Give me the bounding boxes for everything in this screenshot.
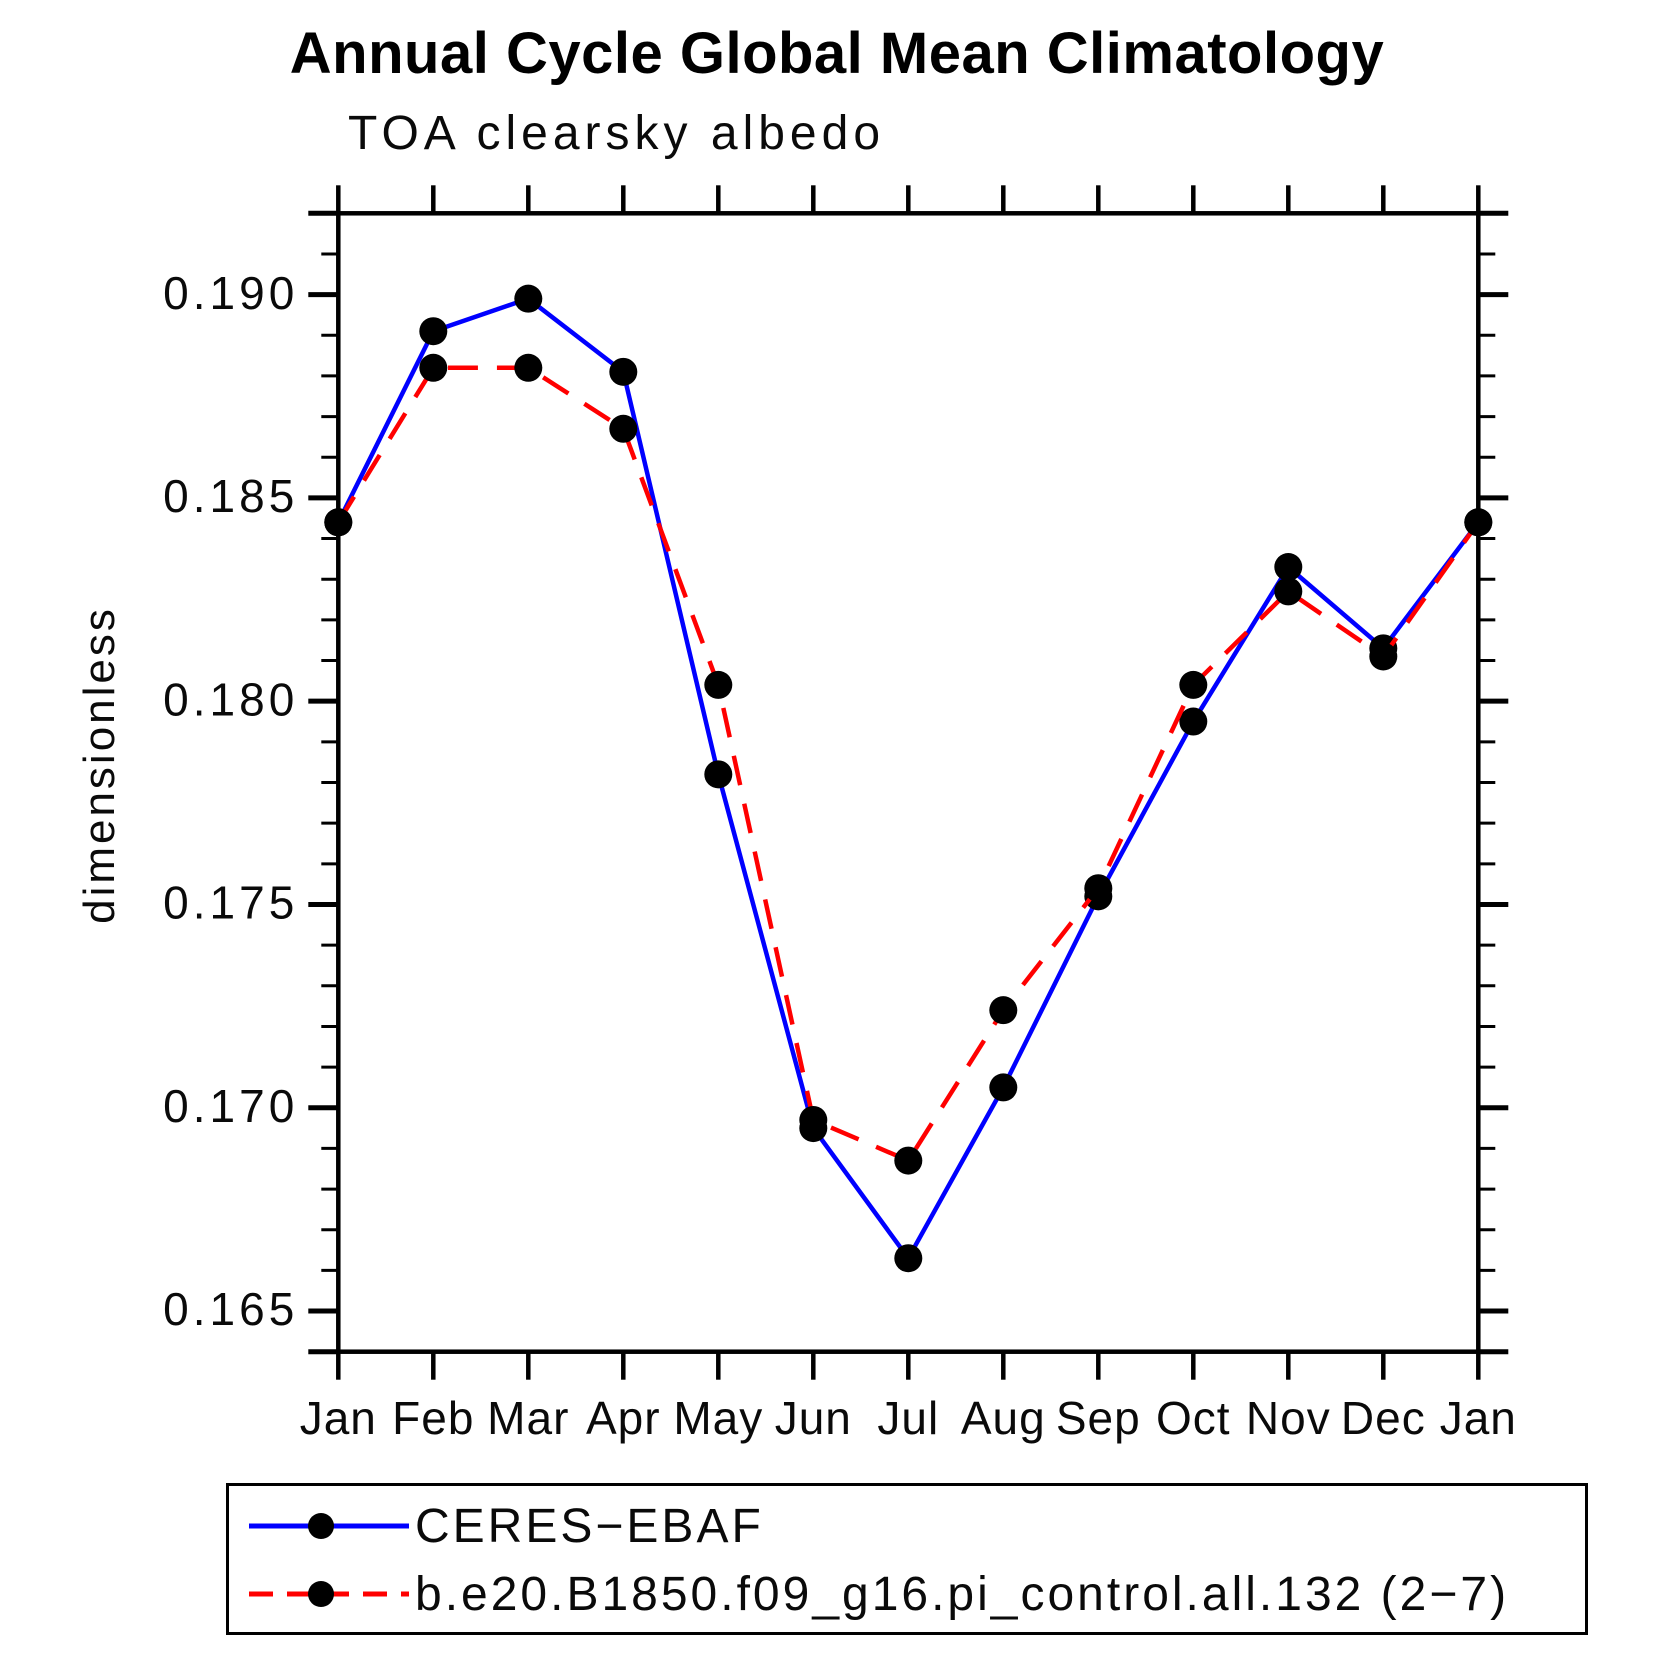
- month-label: Apr: [586, 1392, 661, 1444]
- data-point-1-Feb: [419, 353, 448, 382]
- y-tick-label: 0.165: [163, 1283, 298, 1335]
- month-label: Dec: [1341, 1392, 1426, 1444]
- data-point-0-Feb: [419, 317, 448, 346]
- chart-subtitle: TOA clearsky albedo: [348, 107, 886, 160]
- data-point-1-Jan: [1464, 508, 1493, 537]
- data-point-0-Oct: [1179, 707, 1208, 736]
- legend-sample-line-dashed: [249, 1581, 409, 1607]
- data-point-0-May: [704, 760, 733, 789]
- data-point-1-Mar: [514, 353, 543, 382]
- month-label: Feb: [392, 1392, 474, 1444]
- month-label: Aug: [961, 1392, 1046, 1444]
- data-point-0-Nov: [1274, 553, 1303, 582]
- month-label: May: [673, 1392, 763, 1444]
- data-point-1-Dec: [1369, 642, 1398, 671]
- data-point-1-May: [704, 670, 733, 699]
- legend-label-model: b.e20.B1850.f09_g16.pi_control.all.132 (…: [415, 1567, 1510, 1621]
- data-point-1-Jun: [799, 1105, 828, 1134]
- y-tick-label: 0.185: [163, 470, 298, 522]
- month-label: Mar: [487, 1392, 569, 1444]
- data-point-0-Aug: [989, 1073, 1018, 1102]
- data-point-1-Nov: [1274, 577, 1303, 606]
- month-label: Nov: [1246, 1392, 1331, 1444]
- chart-title: Annual Cycle Global Mean Climatology: [289, 21, 1385, 86]
- y-tick-label: 0.175: [163, 877, 298, 929]
- month-label: Sep: [1056, 1392, 1141, 1444]
- month-label: Jan: [1440, 1392, 1517, 1444]
- data-point-1-Apr: [609, 414, 638, 443]
- month-label: Jan: [300, 1392, 377, 1444]
- series-line-1: [336, 365, 1481, 1163]
- data-point-1-Aug: [989, 996, 1018, 1025]
- data-point-0-Mar: [514, 284, 543, 313]
- legend: CERES−EBAF b.e20.B1850.f09_g16.pi_contro…: [226, 1483, 1588, 1635]
- month-label: Jul: [877, 1392, 939, 1444]
- y-tick-label: 0.190: [163, 267, 298, 319]
- data-point-1-Jan: [324, 508, 353, 537]
- month-label: Jun: [775, 1392, 852, 1444]
- legend-item-model: b.e20.B1850.f09_g16.pi_control.all.132 (…: [249, 1564, 1509, 1624]
- y-tick-label: 0.180: [163, 673, 298, 725]
- legend-label-ceres: CERES−EBAF: [415, 1499, 764, 1553]
- legend-sample-line-solid: [249, 1513, 409, 1539]
- series-line-0: [336, 296, 1481, 1261]
- data-point-0-Apr: [609, 357, 638, 386]
- data-point-1-Oct: [1179, 670, 1208, 699]
- data-point-1-Jul: [894, 1146, 923, 1175]
- data-point-1-Sep: [1084, 874, 1113, 903]
- data-point-0-Jul: [894, 1244, 923, 1273]
- month-label: Oct: [1156, 1392, 1231, 1444]
- y-tick-label: 0.170: [163, 1080, 298, 1132]
- legend-item-ceres: CERES−EBAF: [249, 1496, 764, 1556]
- plot-frame: [336, 211, 1481, 1354]
